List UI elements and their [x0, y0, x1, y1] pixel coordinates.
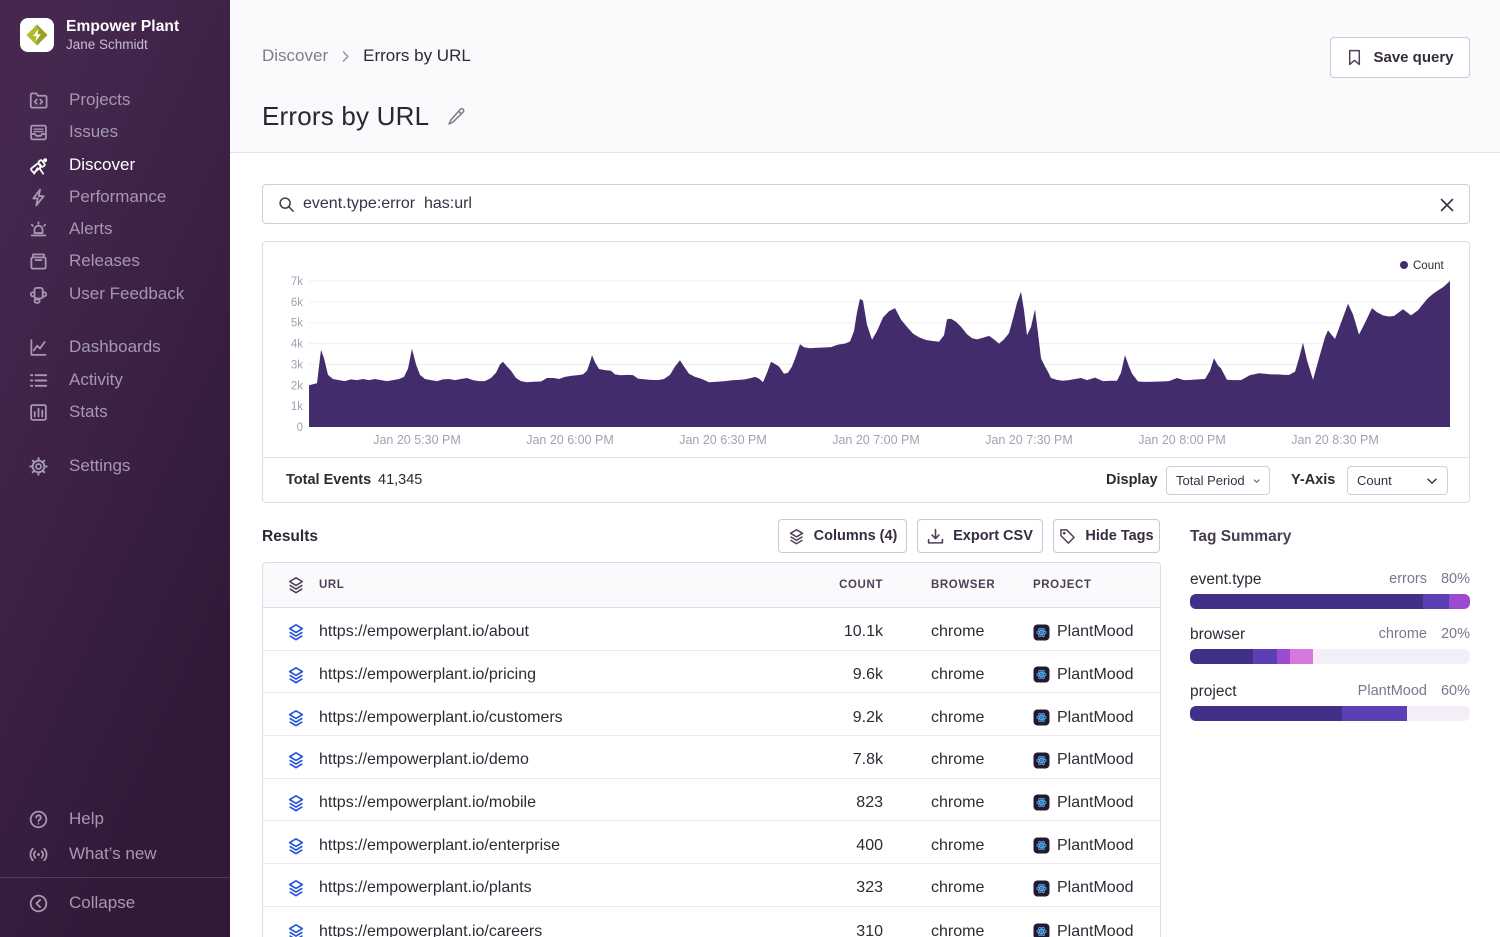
svg-text:4k: 4k — [291, 339, 303, 351]
svg-text:Jan 20 8:30 PM: Jan 20 8:30 PM — [1291, 433, 1379, 447]
svg-text:0: 0 — [297, 422, 303, 434]
svg-text:Jan 20 5:30 PM: Jan 20 5:30 PM — [373, 433, 461, 447]
svg-text:1k: 1k — [291, 401, 303, 413]
svg-text:Count: Count — [1413, 260, 1444, 272]
svg-text:2k: 2k — [291, 380, 303, 392]
svg-text:Jan 20 7:00 PM: Jan 20 7:00 PM — [832, 433, 920, 447]
svg-text:7k: 7k — [291, 276, 303, 288]
svg-text:Jan 20 8:00 PM: Jan 20 8:00 PM — [1138, 433, 1226, 447]
svg-text:Jan 20 6:30 PM: Jan 20 6:30 PM — [679, 433, 767, 447]
svg-text:Jan 20 7:30 PM: Jan 20 7:30 PM — [985, 433, 1073, 447]
svg-text:5k: 5k — [291, 318, 303, 330]
svg-text:Jan 20 6:00 PM: Jan 20 6:00 PM — [526, 433, 614, 447]
svg-text:3k: 3k — [291, 359, 303, 371]
svg-text:6k: 6k — [291, 297, 303, 309]
